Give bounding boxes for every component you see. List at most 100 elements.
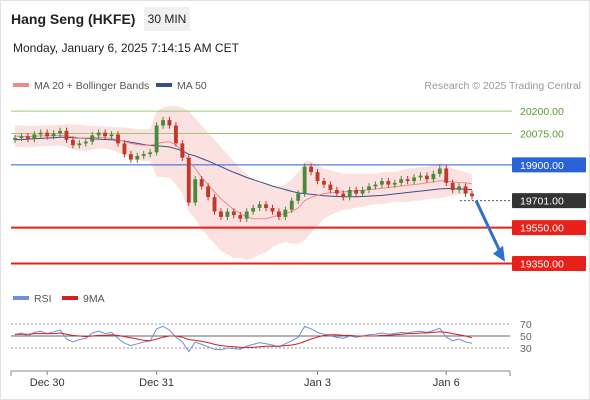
candle-body-8 <box>64 130 69 140</box>
candle-body-57 <box>379 181 384 185</box>
candle-body-14 <box>103 132 108 137</box>
candle-body-51 <box>341 193 346 198</box>
instrument-title: Hang Seng (HKFE) <box>11 11 136 27</box>
candle-body-25 <box>173 125 178 144</box>
candle-body-22 <box>154 125 159 153</box>
candle-body-49 <box>328 184 333 190</box>
forecast-arrow-head <box>493 245 505 262</box>
candle-body-15 <box>109 134 114 137</box>
candle-body-38 <box>257 204 262 208</box>
legend-ma20-label: MA 20 + Bollinger Bands <box>34 80 150 92</box>
rsi-swatch <box>13 296 29 301</box>
candle-body-48 <box>322 181 326 185</box>
candle-body-44 <box>296 193 301 201</box>
legend-ma50: MA 50 <box>156 80 207 92</box>
candle-body-29 <box>199 179 204 187</box>
legend-rsi-ma-label: 9MA <box>83 293 105 305</box>
candle-body-13 <box>96 132 101 136</box>
candle-body-18 <box>128 154 133 160</box>
candle-body-42 <box>283 209 288 217</box>
candle-body-66 <box>437 168 442 174</box>
candle-body-36 <box>244 211 249 219</box>
ma50-swatch <box>156 83 172 88</box>
candle-body-40 <box>270 207 275 212</box>
candle-body-54 <box>360 190 365 194</box>
candle-body-0 <box>13 138 17 140</box>
level-label-0: 20200.00 <box>520 106 564 118</box>
candle-body-30 <box>206 186 211 198</box>
candle-body-32 <box>219 211 223 217</box>
interval-button[interactable]: 30 MIN <box>144 7 190 31</box>
level-tag-2 <box>512 157 586 173</box>
candle-body-64 <box>425 175 429 180</box>
legend-ma50-label: MA 50 <box>177 80 207 92</box>
candle-body-71 <box>470 193 474 197</box>
candle-body-24 <box>167 120 172 126</box>
candle-body-6 <box>51 133 56 137</box>
candle-body-37 <box>251 207 256 212</box>
level-label-1: 20075.00 <box>520 129 564 141</box>
candle-body-31 <box>212 197 217 212</box>
level-label-2: 19900.00 <box>520 160 564 172</box>
credit-text: Research © 2025 Trading Central <box>424 80 581 92</box>
candle-body-47 <box>315 172 320 182</box>
forecast-arrow-shaft <box>474 199 504 257</box>
candle-body-10 <box>77 143 82 146</box>
candle-body-39 <box>264 204 268 208</box>
candle-body-23 <box>161 120 165 126</box>
level-tag-3 <box>512 193 586 209</box>
rsi-tick-30: 30 <box>520 343 532 355</box>
candle-body-67 <box>444 168 449 183</box>
candle-body-21 <box>148 152 153 155</box>
candle-body-2 <box>25 136 30 139</box>
candle-body-60 <box>399 179 404 183</box>
bollinger-band <box>15 105 472 260</box>
candle-body-68 <box>450 182 455 190</box>
candle-body-55 <box>367 186 371 190</box>
candle-body-45 <box>302 166 307 194</box>
rsi-tick-70: 70 <box>520 319 532 331</box>
x-tick-label-1: Dec 31 <box>139 377 174 389</box>
candle-body-59 <box>392 182 397 185</box>
candle-body-7 <box>58 130 62 134</box>
candle-body-17 <box>122 143 127 155</box>
candle-body-53 <box>354 190 359 194</box>
candle-body-11 <box>83 141 88 144</box>
candle-body-58 <box>386 181 391 185</box>
candle-body-61 <box>405 179 410 182</box>
candle-body-65 <box>431 173 436 180</box>
candle-body-4 <box>38 132 43 135</box>
level-tag-4 <box>512 220 586 236</box>
level-label-3: 19701.00 <box>520 196 564 208</box>
ma20-swatch <box>13 83 29 88</box>
candle-body-63 <box>418 175 423 178</box>
candle-body-20 <box>141 154 146 156</box>
candle-body-9 <box>70 139 75 146</box>
candle-body-50 <box>334 190 339 194</box>
candle-body-70 <box>463 186 468 194</box>
x-tick-label-3: Jan 6 <box>433 377 460 389</box>
rsi-tick-50: 50 <box>520 331 532 343</box>
candle-body-56 <box>373 184 378 187</box>
x-tick-label-0: Dec 30 <box>30 377 65 389</box>
candle-body-34 <box>231 211 236 216</box>
legend-ma20: MA 20 + Bollinger Bands <box>13 80 149 92</box>
candle-body-27 <box>186 157 191 203</box>
level-label-5: 19350.00 <box>520 258 564 270</box>
legend-rsi-ma: 9MA <box>62 293 105 305</box>
candle-body-33 <box>225 211 230 217</box>
candle-body-1 <box>19 136 24 139</box>
candle-body-19 <box>135 155 140 160</box>
candle-body-16 <box>116 134 120 144</box>
candle-body-43 <box>289 200 294 210</box>
x-tick-label-2: Jan 3 <box>304 377 331 389</box>
legend-rsi: RSI <box>13 293 52 305</box>
chart-datetime: Monday, January 6, 2025 7:14:15 AM CET <box>13 41 239 55</box>
candle-body-69 <box>457 186 462 190</box>
candle-body-35 <box>238 215 243 219</box>
rsi-ma-line <box>15 331 473 348</box>
candle-body-41 <box>276 211 281 217</box>
candle-body-46 <box>309 166 314 173</box>
candle-body-52 <box>347 190 352 198</box>
